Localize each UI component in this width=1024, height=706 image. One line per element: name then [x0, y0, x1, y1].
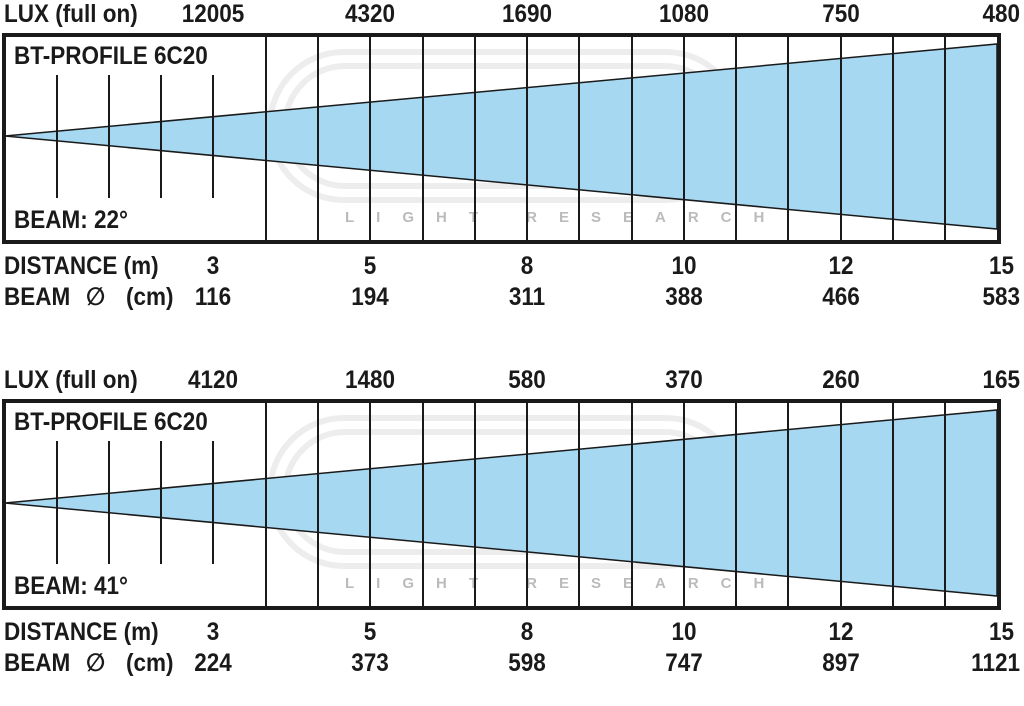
lux-value: 12005 [181, 0, 245, 28]
lux-value: 750 [822, 0, 860, 28]
distance-value: 15 [988, 618, 1014, 646]
lux-value: 1080 [658, 0, 710, 28]
distance-gridlines [56, 403, 946, 606]
distance-label: DISTANCE (m) [4, 252, 159, 280]
diameter-value: 598 [508, 649, 546, 677]
diameter-value: 466 [822, 283, 860, 311]
lux-value: 580 [508, 366, 546, 394]
diameter-value: 897 [822, 649, 860, 677]
distance-value: 3 [206, 252, 220, 280]
lux-value: 480 [982, 0, 1020, 28]
diagram-frame [2, 399, 1001, 610]
diameter-value: 747 [665, 649, 703, 677]
watermark-text: LIGHT RESEARCH [345, 575, 786, 592]
distance-value: 10 [671, 252, 697, 280]
diameter-value: 311 [508, 283, 546, 311]
diagram-frame [2, 33, 1001, 244]
diameter-value: 194 [351, 283, 389, 311]
lux-label: LUX (full on) [4, 366, 138, 394]
lux-value: 370 [665, 366, 703, 394]
distance-label: DISTANCE (m) [4, 618, 159, 646]
distance-value: 15 [988, 252, 1014, 280]
diameter-unit: (cm) [126, 283, 174, 311]
diameter-unit: (cm) [126, 649, 174, 677]
lux-value: 1480 [344, 366, 396, 394]
beam-angle-label: BEAM: 41° [14, 572, 129, 600]
beam-panel-41deg: LIGHT RESEARCH LUX (full on) 4120 1480 5… [0, 366, 1024, 706]
lux-label: LUX (full on) [4, 0, 138, 28]
diameter-label: BEAM [4, 283, 71, 311]
distance-value: 8 [520, 618, 534, 646]
beam-diagram: LIGHT RESEARCH [2, 33, 1001, 244]
distance-value: 3 [206, 618, 220, 646]
diameter-symbol: ∅ [86, 283, 106, 311]
diameter-label: BEAM [4, 649, 71, 677]
lux-value: 1690 [501, 0, 553, 28]
distance-value: 12 [828, 252, 854, 280]
lux-value: 165 [982, 366, 1020, 394]
diameter-value: 1121 [971, 649, 1020, 677]
diameter-value: 583 [982, 283, 1020, 311]
lux-value: 4320 [344, 0, 396, 28]
distance-gridlines [56, 37, 946, 240]
beam-diagram: LIGHT RESEARCH [2, 399, 1001, 610]
distance-value: 8 [520, 252, 534, 280]
beam-angle-label: BEAM: 22° [14, 206, 129, 234]
lux-value: 260 [822, 366, 860, 394]
distance-value: 5 [363, 618, 377, 646]
lux-value: 4120 [187, 366, 239, 394]
distance-value: 12 [828, 618, 854, 646]
diameter-value: 373 [351, 649, 389, 677]
diameter-symbol: ∅ [86, 649, 106, 677]
model-name: BT-PROFILE 6C20 [14, 408, 208, 436]
watermark-text: LIGHT RESEARCH [345, 209, 786, 226]
diameter-value: 388 [665, 283, 703, 311]
diameter-value: 224 [194, 649, 232, 677]
diameter-value: 116 [194, 283, 232, 311]
distance-value: 5 [363, 252, 377, 280]
model-name: BT-PROFILE 6C20 [14, 42, 208, 70]
distance-value: 10 [671, 618, 697, 646]
beam-panel-22deg: LIGHT RESEARCH LUX (full on) 12005 4320 … [0, 0, 1024, 340]
